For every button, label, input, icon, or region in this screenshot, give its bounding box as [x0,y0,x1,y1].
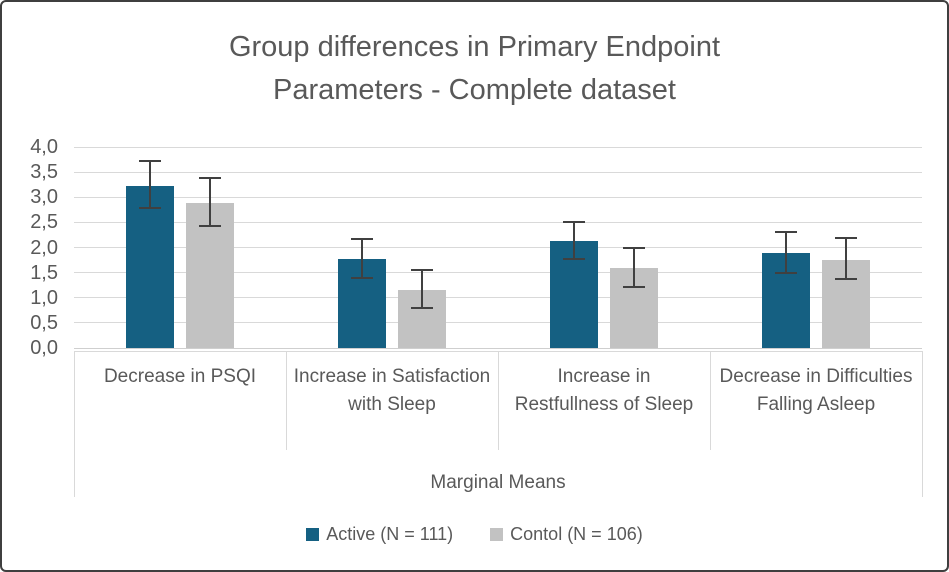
gridline [74,322,922,324]
y-axis-tick-label: 2,5 [30,211,58,234]
error-bar-cap-bottom [199,225,221,228]
error-bar-cap-top [411,268,433,271]
error-bar-cap-top [623,246,645,249]
error-bar-cap-bottom [835,277,857,280]
error-bar-cap-top [775,230,797,233]
gridline [74,196,922,198]
error-bar-cap-bottom [351,276,373,279]
legend-item-active: Active (N = 111) [306,523,453,545]
gridline [74,221,922,223]
chart-title-line-2: Parameters - Complete dataset [273,74,676,106]
category-separator [74,351,75,497]
error-bar-line [633,247,635,287]
error-bar-cap-bottom [139,207,161,210]
y-axis-tick-label: 4,0 [30,136,58,158]
chart-legend: Active (N = 111) Contol (N = 106) [2,523,947,545]
error-bar-cap-top [139,160,161,163]
category-separator [286,351,287,450]
category-label-3: Decrease in Difficulties Falling Asleep [719,366,913,415]
category-separator [710,351,711,450]
error-bar-line [421,269,423,309]
gridline [74,272,922,274]
y-axis-tick-label: 2,0 [30,236,58,259]
error-bar-cap-top [563,221,585,224]
gridline [74,171,922,173]
bar-active-0 [126,186,174,348]
legend-label-control: Contol (N = 106) [510,524,643,544]
error-bar-cap-bottom [775,271,797,274]
category-separator [922,351,923,497]
gridline [74,297,922,299]
error-bar-cap-bottom [623,285,645,288]
error-bar-cap-top [351,238,373,241]
category-label-2: Increase in Restfullness of Sleep [514,366,694,415]
category-label-0: Decrease in PSQI [103,366,257,387]
error-bar-cap-bottom [563,257,585,260]
category-axis-title: Marginal Means [430,472,566,493]
error-bar-cap-top [199,177,221,180]
error-bar-line [149,161,151,209]
legend-swatch-active [306,527,320,541]
y-axis-tick-label: 1,0 [30,286,58,309]
error-bar-cap-top [835,237,857,240]
x-axis-line [74,348,922,349]
y-axis-tick-label: 3,5 [30,161,58,184]
gridline [74,146,922,148]
error-bar-line [361,239,363,278]
category-separator [498,351,499,450]
gridline [74,247,922,248]
error-bar-line [209,178,211,227]
category-label-1: Increase in Satisfaction with Sleep [293,366,491,415]
error-bar-line [785,231,787,273]
y-axis-tick-label: 3,0 [30,186,58,209]
legend-item-control: Contol (N = 106) [490,523,643,545]
y-axis-tick-label: 0,0 [30,337,58,359]
legend-label-active: Active (N = 111) [326,524,454,544]
chart-title-line-1: Group differences in Primary Endpoint [228,31,721,63]
chart-title: Group differences in Primary Endpoint Pa… [2,26,947,112]
error-bar-line [845,238,847,279]
legend-swatch-control [490,527,504,541]
error-bar-cap-bottom [411,307,433,310]
y-axis-tick-label: 0,5 [30,311,58,334]
y-axis-tick-label: 1,5 [30,261,58,284]
error-bar-line [573,222,575,259]
